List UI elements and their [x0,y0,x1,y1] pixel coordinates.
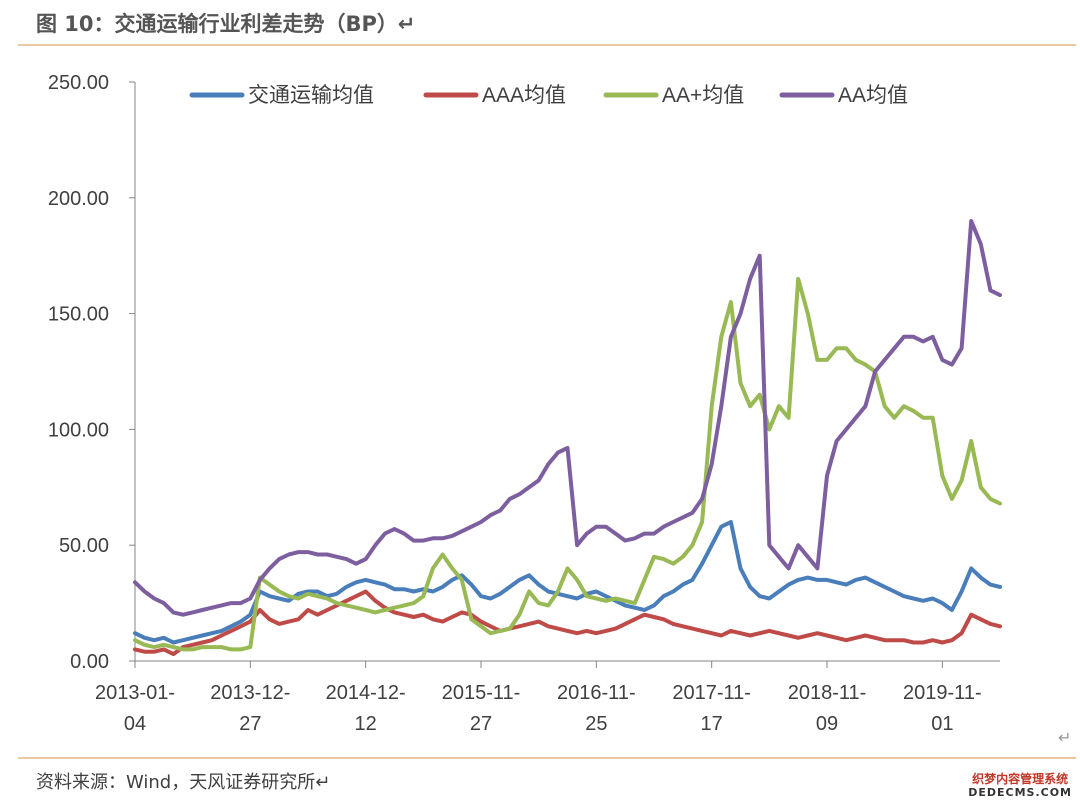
x-tick-label-day: 01 [931,713,953,735]
x-tick-label: 2015-11- [442,682,521,704]
legend-label-3: AA均值 [838,84,908,107]
series-line-1 [133,589,1002,657]
footer-rule [18,757,1076,759]
y-tick-label: 0.00 [70,651,109,673]
x-tick-label-day: 27 [470,713,492,735]
x-tick-label-day: 17 [701,713,723,735]
figure-title: 图 10：交通运输行业利差走势（BP）↵ [36,12,416,36]
x-tick-label: 2019-11- [903,682,982,704]
legend-label-0: 交通运输均值 [248,84,374,107]
x-tick-label: 2013-12- [210,682,290,704]
x-tick-label-day: 04 [124,713,146,735]
x-tick-label: 2013-01- [95,682,175,704]
x-tick-label-day: 12 [355,713,377,735]
x-tick-label: 2018-11- [788,682,867,704]
x-tick-label-day: 27 [239,713,261,735]
title-rule [18,44,1076,46]
y-tick-label: 200.00 [48,188,109,210]
x-tick-label: 2017-11- [672,682,751,704]
chart-legend: 交通运输均值 AAA均值 AA+均值 AA均值 [189,84,908,107]
watermark-line2: DEDECMS.COM [968,786,1072,799]
spread-trend-chart: 0.00 50.00 100.00 150.00 200.00 250.00 2013-01… [48,72,1002,735]
x-tick-label: 2016-11- [557,682,636,704]
y-tick-label: 100.00 [48,419,109,441]
legend-label-1: AAA均值 [482,84,566,107]
series-line-2 [133,276,1002,652]
y-tick-label: 250.00 [48,72,109,94]
return-mark: ↵ [1058,728,1072,747]
series-line-0 [133,520,1002,645]
x-tick-label: 2014-12- [326,682,406,704]
watermark-line1: 织梦内容管理系统 [972,772,1069,786]
series-line-3 [133,219,1002,617]
source-note: 资料来源：Wind，天风证券研究所↵ [36,772,331,793]
watermark-logo: 织梦内容管理系统 DEDECMS.COM [968,772,1072,800]
legend-label-2: AA+均值 [662,84,744,107]
chart-series [133,219,1002,657]
y-tick-label: 150.00 [48,304,109,326]
x-tick-label-day: 25 [585,713,607,735]
chart-axes: 0.00 50.00 100.00 150.00 200.00 250.00 2013-01… [48,72,1000,735]
x-tick-label-day: 09 [816,713,838,735]
y-tick-label: 50.00 [59,535,109,557]
